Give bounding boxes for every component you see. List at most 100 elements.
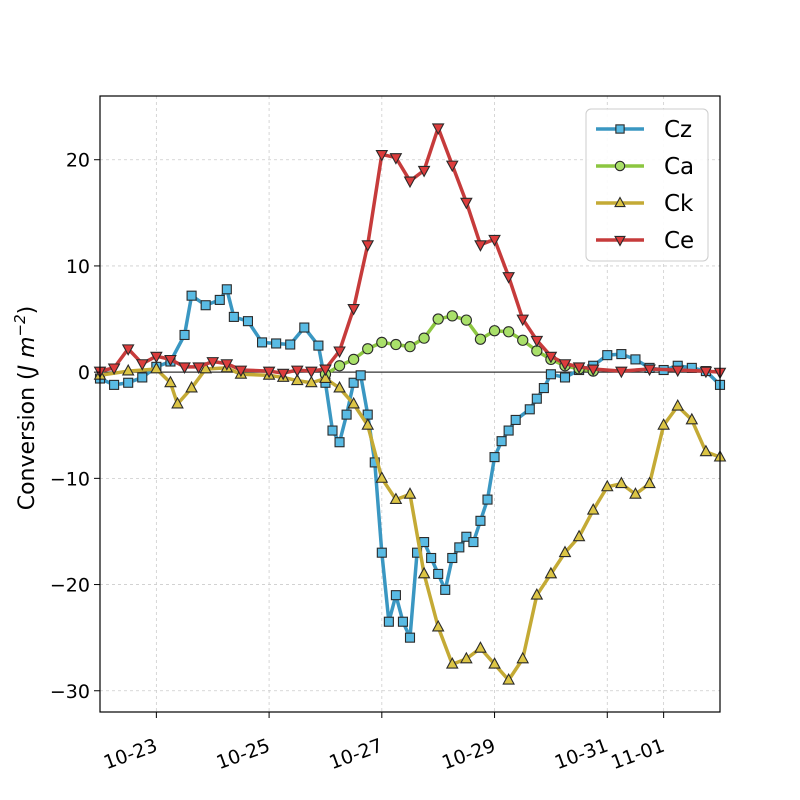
y-tick-label: 0	[78, 362, 90, 384]
data-point-cz	[503, 425, 514, 436]
data-point-ck	[600, 479, 614, 492]
legend-marker-ce	[614, 235, 626, 247]
legend-box	[585, 108, 709, 262]
data-point-cz	[137, 372, 148, 383]
data-point-ce	[445, 160, 459, 173]
data-point-cz	[433, 568, 444, 579]
data-point-ce	[347, 303, 360, 316]
data-point-ck	[199, 361, 213, 374]
data-point-cz	[334, 437, 345, 448]
data-point-cz	[545, 369, 556, 380]
data-point-ck	[516, 651, 530, 664]
data-point-ce	[375, 149, 389, 162]
data-point-ce	[488, 234, 501, 247]
data-point-ck	[629, 487, 642, 499]
data-point-ck	[657, 418, 670, 430]
data-point-ck	[615, 476, 628, 489]
data-point-ce	[643, 364, 656, 377]
series-ce	[93, 123, 727, 381]
data-point-ca	[362, 343, 374, 355]
data-point-ca	[432, 313, 444, 325]
data-point-ce	[615, 366, 628, 379]
data-point-ck	[558, 545, 572, 558]
data-point-cz	[404, 632, 416, 643]
data-point-ck	[445, 657, 459, 669]
data-point-cz	[686, 362, 697, 373]
data-point-ce	[586, 364, 600, 377]
x-tick-label: 10-25	[214, 735, 273, 775]
data-point-cz	[468, 537, 479, 548]
data-point-ce	[516, 314, 530, 327]
data-point-cz	[355, 370, 366, 381]
data-point-cz	[383, 616, 394, 627]
data-point-cz	[341, 409, 352, 420]
data-point-ca	[474, 333, 487, 345]
data-point-ck	[185, 380, 198, 393]
data-point-ce	[206, 357, 220, 369]
data-point-ce	[403, 176, 417, 189]
data-point-ck	[171, 396, 184, 409]
data-point-cz	[475, 515, 486, 526]
data-point-ce	[178, 362, 191, 374]
data-point-ca	[333, 360, 346, 372]
data-point-ca	[418, 332, 430, 344]
legend-label-ck: Ck	[664, 191, 694, 217]
series-ck	[93, 360, 727, 685]
data-point-ck	[347, 396, 360, 409]
data-point-ce	[333, 346, 346, 359]
data-point-ck	[502, 672, 515, 685]
x-tick-label: 10-23	[101, 735, 160, 775]
y-axis-label-math: J m	[15, 336, 40, 375]
data-point-ce	[544, 351, 558, 364]
legend-marker-ca	[614, 160, 626, 172]
data-point-ck	[164, 375, 177, 388]
data-point-cz	[397, 616, 409, 627]
series-line-ce	[98, 126, 722, 375]
data-point-cz	[256, 337, 268, 348]
data-point-cz	[489, 452, 500, 463]
data-point-cz	[616, 349, 627, 360]
data-point-ck	[150, 361, 163, 374]
data-point-ce	[220, 359, 234, 371]
data-point-ce	[572, 362, 586, 374]
data-point-cz	[538, 383, 549, 394]
data-point-cz	[228, 311, 239, 322]
data-point-cz	[313, 340, 324, 351]
y-axis-label: Conversion (J m−2)	[11, 306, 40, 511]
data-point-cz	[299, 322, 310, 333]
data-point-ck	[643, 476, 656, 489]
x-tick-label: 10-29	[439, 735, 498, 775]
data-point-ck	[474, 641, 487, 653]
y-axis-label-close: )	[15, 306, 40, 315]
legend-marker-cz	[615, 124, 625, 134]
y-tick-label: −30	[50, 681, 90, 703]
y-tick-label: 10	[66, 256, 90, 278]
data-point-ce	[135, 359, 149, 371]
series-layer	[93, 123, 727, 685]
data-point-ce	[389, 153, 403, 165]
data-point-ck	[488, 657, 501, 669]
x-tick-label: 10-31	[552, 735, 611, 775]
data-point-ck	[431, 619, 445, 632]
data-point-cz	[327, 425, 338, 436]
data-point-ce	[558, 359, 572, 371]
data-point-ca	[347, 353, 360, 366]
data-point-cz	[531, 393, 542, 404]
data-point-cz	[496, 436, 507, 447]
data-point-ck	[572, 529, 586, 542]
data-point-ca	[404, 340, 416, 353]
data-point-ce	[502, 272, 515, 284]
data-point-ce	[417, 165, 431, 178]
data-point-ca	[517, 334, 529, 346]
data-point-cz	[390, 590, 401, 601]
data-point-ck	[699, 444, 713, 457]
data-point-ce	[474, 240, 487, 252]
data-point-cz	[200, 300, 211, 311]
data-point-cz	[630, 354, 641, 365]
data-point-ce	[234, 365, 248, 378]
data-point-ck	[290, 373, 304, 386]
data-point-ce	[290, 365, 304, 378]
data-point-ce	[192, 362, 205, 374]
